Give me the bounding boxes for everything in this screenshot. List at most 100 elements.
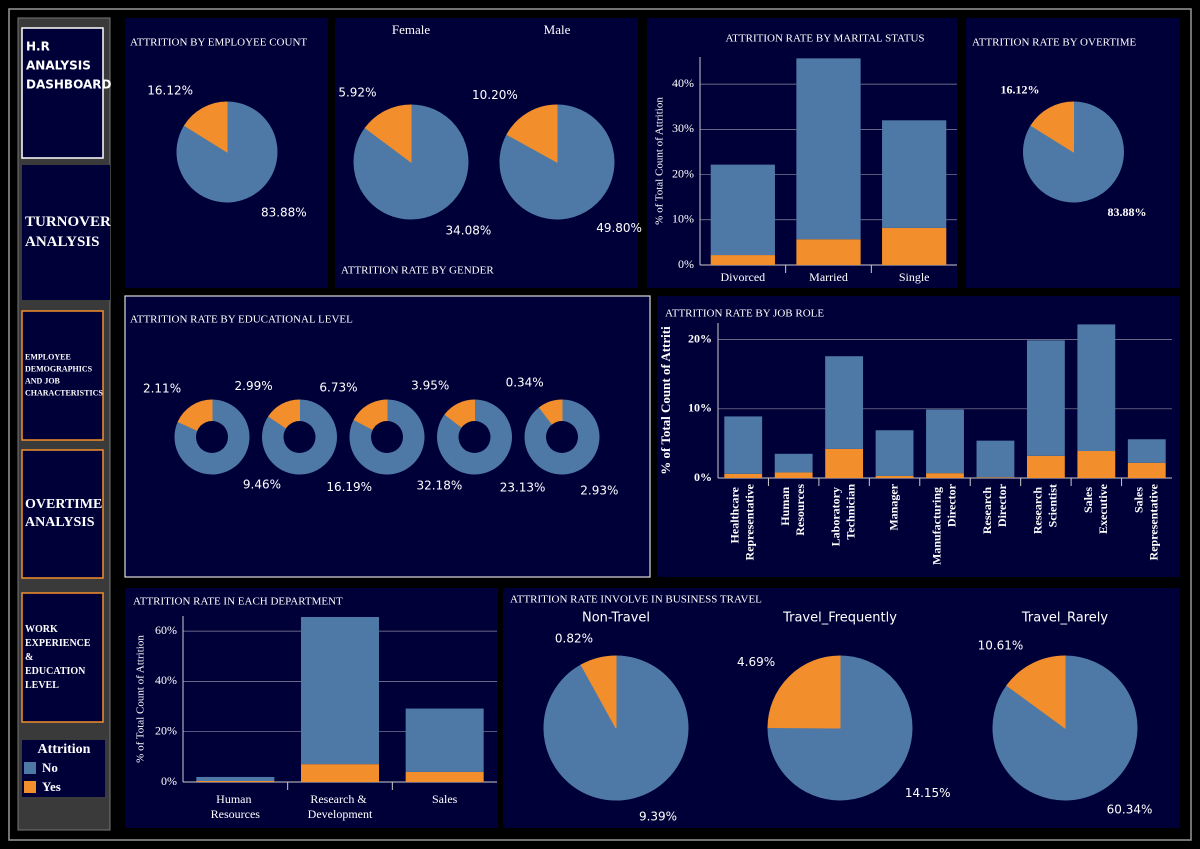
bar-segment (1026, 455, 1065, 478)
bar-segment (875, 430, 914, 476)
nav-button-label[interactable]: TURNOVER (25, 214, 111, 230)
data-label: 49.80% (596, 221, 642, 235)
legend-swatch (24, 762, 36, 774)
donut-hole (458, 421, 491, 453)
bar-segment (724, 473, 763, 478)
nav-button-label[interactable]: EMPLOYEE (25, 352, 71, 361)
data-label: 2.93% (580, 483, 618, 497)
nav-button[interactable]: TURNOVER ANALYSIS (22, 165, 111, 300)
pie-slice (767, 655, 913, 801)
nav-button[interactable]: WORK EXPERIENCE & EDUCATION LEVEL (21, 592, 104, 723)
pie-slice (767, 655, 841, 729)
bar-segment (926, 473, 964, 478)
donut-hole (371, 421, 403, 453)
nav-button-label[interactable]: EXPERIENCE (25, 638, 91, 649)
y-tick-label: 0% (694, 470, 712, 484)
bar-segment (196, 776, 275, 781)
data-label: 4.69% (737, 655, 775, 669)
bar-segment (724, 416, 763, 474)
dashboard-title: DASHBOARD (26, 78, 111, 92)
nav-button[interactable]: EMPLOYEE DEMOGRAPHICS AND JOB CHARACTERISTI… (21, 310, 104, 441)
nav-button-label[interactable]: OVERTIME (25, 497, 102, 512)
y-tick-label: 40% (155, 673, 177, 687)
bar-segment (882, 120, 947, 228)
x-tick-label: Laboratory Technician (828, 484, 857, 547)
nav-button[interactable]: OVERTIME ANALYSIS (21, 449, 104, 579)
nav-button-box[interactable] (21, 310, 104, 441)
x-tick-label: Manufacturing Director (929, 483, 958, 565)
bar-segment (976, 440, 1015, 478)
data-label: 0.34% (506, 376, 544, 390)
y-axis-label: % of Total Count of Attriti (658, 326, 673, 475)
nav-button-label[interactable]: LEVEL (25, 680, 59, 691)
data-label: 6.73% (319, 381, 357, 395)
pie-slice (506, 104, 558, 163)
bar-segment (926, 409, 964, 474)
y-tick-label: 30% (672, 121, 694, 135)
x-tick-label: Sales Representative (1131, 483, 1160, 560)
bar-segment (1127, 462, 1166, 478)
nav-button-label[interactable]: EDUCATION (25, 666, 86, 677)
data-label: 32.18% (416, 478, 462, 492)
nav-button-label[interactable]: ANALYSIS (25, 234, 99, 250)
data-label: 14.15% (905, 786, 951, 800)
chart-title: ATTRITION RATE IN EACH DEPARTMENT (133, 596, 343, 608)
bar-segment (710, 255, 775, 265)
nav-button-label[interactable]: ANALYSIS (25, 515, 95, 530)
bar-segment (710, 164, 775, 256)
y-tick-label: 10% (672, 212, 694, 226)
y-axis-label: % of Total Count of Attrition (654, 97, 666, 225)
pie-slice (580, 655, 617, 729)
donut-hole (283, 421, 316, 453)
title-box (21, 27, 104, 159)
pie-slice (524, 399, 600, 475)
nav-button-label[interactable]: DEMOGRAPHICS (25, 364, 93, 373)
nav-button-label[interactable]: WORK (25, 624, 58, 635)
y-tick-label: 20% (672, 166, 694, 180)
nav-button-box[interactable] (21, 449, 104, 579)
data-label: 83.88% (261, 206, 307, 220)
x-tick-label: Research & Development (308, 792, 373, 821)
data-label: 16.12% (1001, 83, 1040, 97)
pie-slice (174, 399, 250, 475)
nav-button-box[interactable] (21, 592, 104, 723)
data-label: 5.92% (338, 86, 376, 100)
data-label: 10.61% (978, 638, 1024, 652)
y-tick-label: 20% (155, 723, 177, 737)
x-tick-label: Married (809, 270, 848, 284)
dashboard-title: H.R (26, 40, 50, 54)
data-label: 2.11% (143, 382, 181, 396)
x-tick-label: Research Scientist (1030, 484, 1059, 534)
bar-segment (1077, 451, 1116, 478)
bar-segment (1026, 340, 1065, 456)
nav-button-label[interactable]: CHARACTERISTICS (25, 388, 103, 397)
nav-button-label[interactable]: & (25, 652, 33, 663)
chart-title: ATTRITION RATE BY GENDER (341, 265, 494, 277)
bar-segment (774, 453, 813, 473)
legend-label: No (42, 760, 58, 775)
data-label: 16.19% (326, 480, 372, 494)
bar-segment (196, 780, 275, 782)
x-tick-label: Human Resources (211, 792, 261, 821)
data-label: 2.99% (235, 379, 273, 393)
data-label: 9.39% (639, 810, 677, 824)
y-tick-label: 40% (672, 76, 694, 90)
pie-slice (183, 101, 228, 153)
pie-title: Non-Travel (582, 611, 650, 626)
pie-slice (1006, 655, 1066, 729)
pie-title: Travel_Frequently (782, 611, 897, 626)
bar-segment (301, 617, 379, 765)
legend-label: Yes (42, 779, 61, 794)
frame (8, 8, 1192, 841)
x-tick-label: Single (899, 270, 930, 284)
y-tick-label: 0% (678, 257, 694, 271)
dashboard-title: ANALYSIS (26, 59, 91, 73)
x-tick-label: Manager (886, 483, 900, 530)
chart-title: ATTRITION RATE BY OVERTIME (972, 37, 1137, 49)
nav-button-box[interactable] (22, 165, 110, 300)
data-label: 34.08% (446, 223, 492, 237)
donut-hole (196, 421, 228, 453)
nav-button-label[interactable]: AND JOB (25, 376, 61, 385)
bar-segment (796, 239, 861, 265)
